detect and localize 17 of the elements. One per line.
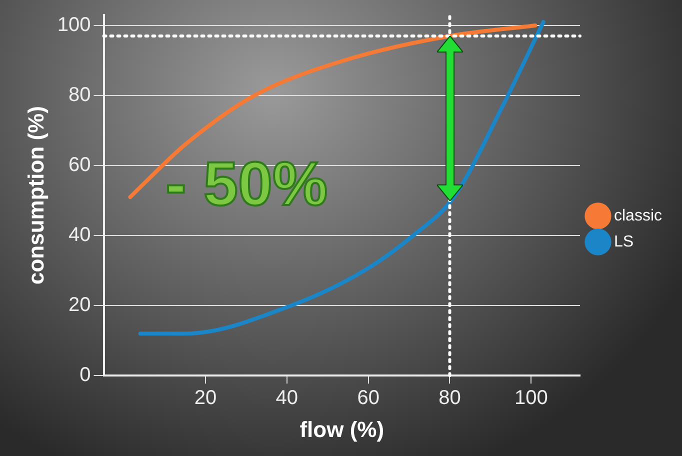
y-axis-title: consumption (%) <box>23 106 48 285</box>
annotation: - 50% <box>166 150 328 220</box>
legend-label: LS <box>614 233 634 250</box>
legend-label: classic <box>614 207 662 224</box>
x-axis-title: flow (%) <box>300 416 384 442</box>
y-tick-label: 40 <box>68 224 91 246</box>
y-tick-label: 100 <box>57 14 91 36</box>
line-series <box>138 20 546 336</box>
y-tick-label: 60 <box>68 154 91 176</box>
x-tick-label: 40 <box>276 387 298 410</box>
y-tick-label: 80 <box>68 84 91 106</box>
x-tick-label: 80 <box>438 387 461 410</box>
x-tick-label: 100 <box>514 387 548 410</box>
x-tick-label: 60 <box>357 387 380 410</box>
x-tick-label: 20 <box>194 387 217 410</box>
y-tick-label: 20 <box>68 294 91 316</box>
y-tick-label: 0 <box>80 364 91 386</box>
